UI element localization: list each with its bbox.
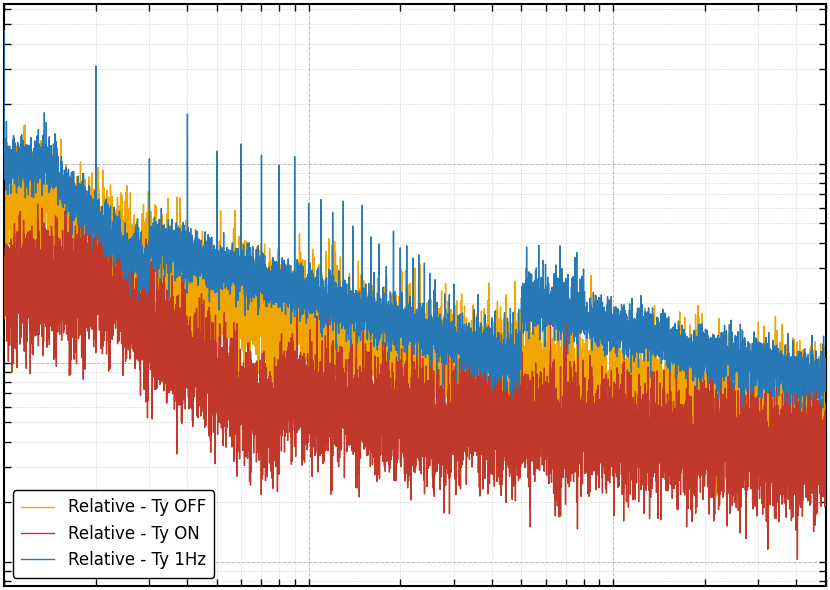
Relative - Ty 1Hz: [0, 27, 9, 34]
Relative - Ty OFF: [486, 350, 496, 358]
Relative - Ty OFF: [711, 493, 721, 500]
Legend: Relative - Ty OFF, Relative - Ty ON, Relative - Ty 1Hz: Relative - Ty OFF, Relative - Ty ON, Rel…: [12, 490, 214, 578]
Relative - Ty 1Hz: [486, 339, 496, 346]
Line: Relative - Ty ON: Relative - Ty ON: [4, 204, 826, 559]
Relative - Ty OFF: [297, 368, 307, 375]
Relative - Ty ON: [297, 379, 307, 386]
Relative - Ty OFF: [20, 122, 30, 129]
Relative - Ty ON: [41, 306, 51, 313]
Line: Relative - Ty OFF: Relative - Ty OFF: [4, 125, 826, 496]
Relative - Ty ON: [0, 315, 9, 322]
Relative - Ty 1Hz: [608, 337, 618, 345]
Relative - Ty ON: [521, 416, 531, 423]
Relative - Ty 1Hz: [652, 326, 662, 333]
Relative - Ty OFF: [608, 424, 618, 431]
Relative - Ty OFF: [41, 184, 51, 191]
Relative - Ty OFF: [652, 420, 662, 427]
Relative - Ty 1Hz: [821, 367, 830, 374]
Relative - Ty ON: [608, 470, 618, 477]
Relative - Ty OFF: [521, 346, 531, 353]
Relative - Ty 1Hz: [41, 155, 51, 162]
Relative - Ty ON: [486, 409, 496, 416]
Relative - Ty ON: [102, 201, 112, 208]
Relative - Ty OFF: [0, 203, 9, 210]
Relative - Ty ON: [652, 451, 662, 458]
Relative - Ty 1Hz: [521, 300, 531, 307]
Relative - Ty 1Hz: [296, 295, 306, 302]
Relative - Ty 1Hz: [796, 405, 806, 412]
Relative - Ty ON: [793, 556, 803, 563]
Relative - Ty OFF: [821, 405, 830, 412]
Line: Relative - Ty 1Hz: Relative - Ty 1Hz: [4, 31, 826, 409]
Relative - Ty ON: [821, 474, 830, 481]
